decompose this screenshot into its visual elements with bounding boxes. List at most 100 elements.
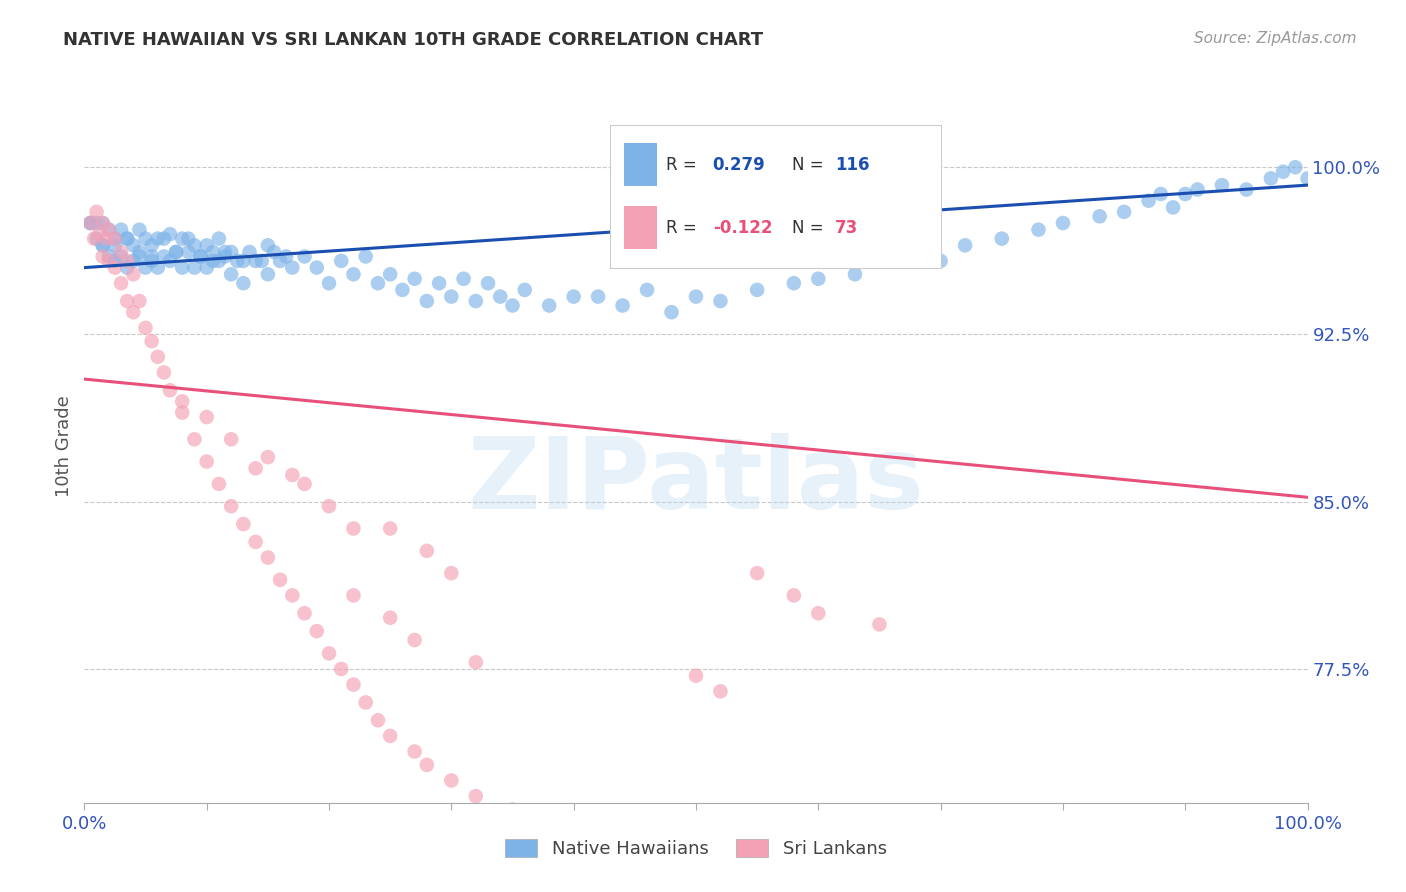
Point xyxy=(464,293,486,308)
Point xyxy=(115,260,138,275)
Point xyxy=(91,238,114,252)
Point xyxy=(905,244,928,259)
Point xyxy=(1114,204,1136,219)
Point xyxy=(807,271,830,285)
Point xyxy=(238,244,260,259)
Point xyxy=(367,713,389,727)
Point xyxy=(257,238,280,252)
Point xyxy=(1296,171,1319,186)
Point xyxy=(110,244,132,259)
Point xyxy=(122,305,145,319)
Point xyxy=(318,646,340,660)
Point xyxy=(294,249,316,263)
Point xyxy=(153,365,176,379)
Point xyxy=(257,450,280,464)
Point xyxy=(159,227,181,241)
Point xyxy=(1088,209,1111,223)
Point xyxy=(1161,200,1184,214)
Point xyxy=(404,744,426,758)
Point xyxy=(104,231,127,245)
Point xyxy=(245,253,267,268)
Text: Source: ZipAtlas.com: Source: ZipAtlas.com xyxy=(1194,31,1357,46)
Point xyxy=(165,244,187,259)
Point xyxy=(1187,182,1209,196)
Point xyxy=(281,467,304,482)
Point xyxy=(440,566,463,580)
Point xyxy=(219,432,242,446)
Point xyxy=(709,293,731,308)
Point xyxy=(87,227,110,241)
Point xyxy=(208,253,231,268)
Point xyxy=(165,244,187,259)
Point xyxy=(257,550,280,565)
Point xyxy=(305,260,328,275)
Point xyxy=(135,231,157,245)
Point xyxy=(219,267,242,281)
Point xyxy=(86,204,108,219)
Point xyxy=(183,432,205,446)
Point xyxy=(190,249,212,263)
Point xyxy=(122,238,145,252)
Legend: Native Hawaiians, Sri Lankans: Native Hawaiians, Sri Lankans xyxy=(505,838,887,858)
Point xyxy=(538,298,561,312)
Point xyxy=(91,249,114,263)
Point xyxy=(146,350,169,364)
Point xyxy=(115,293,138,308)
Point xyxy=(318,499,340,513)
Point xyxy=(97,222,120,236)
Point xyxy=(276,249,298,263)
Point xyxy=(91,216,114,230)
Point xyxy=(342,588,364,602)
Text: ZIPatlas: ZIPatlas xyxy=(468,434,924,530)
Point xyxy=(1052,216,1074,230)
Point xyxy=(342,677,364,691)
Point xyxy=(869,253,891,268)
Point xyxy=(183,260,205,275)
Point xyxy=(783,276,806,290)
Point xyxy=(86,231,108,245)
Point xyxy=(367,276,389,290)
Point xyxy=(122,267,145,281)
Point xyxy=(214,249,236,263)
Point xyxy=(110,222,132,236)
Point xyxy=(177,244,200,259)
Point xyxy=(747,566,769,580)
Point xyxy=(404,632,426,647)
Point xyxy=(318,276,340,290)
Point xyxy=(128,222,150,236)
Point xyxy=(330,253,353,268)
Point xyxy=(709,684,731,698)
Point xyxy=(477,276,499,290)
Point xyxy=(232,253,254,268)
Point xyxy=(201,253,224,268)
Point xyxy=(172,405,194,419)
Point xyxy=(661,305,683,319)
Point xyxy=(562,829,585,843)
Point xyxy=(172,260,194,275)
Point xyxy=(183,238,205,252)
Point xyxy=(342,267,364,281)
Point xyxy=(97,249,120,263)
Point xyxy=(294,476,316,491)
Point xyxy=(1260,171,1282,186)
Point xyxy=(330,662,353,676)
Point xyxy=(104,260,127,275)
Point xyxy=(141,249,163,263)
Point xyxy=(104,253,127,268)
Point xyxy=(354,695,377,709)
Point xyxy=(159,253,181,268)
Point xyxy=(115,253,138,268)
Point xyxy=(91,216,114,230)
Y-axis label: 10th Grade: 10th Grade xyxy=(55,395,73,497)
Point xyxy=(453,271,475,285)
Point xyxy=(685,668,707,682)
Point xyxy=(380,521,402,535)
Point xyxy=(1137,194,1160,208)
Point xyxy=(177,231,200,245)
Point xyxy=(416,293,439,308)
Point xyxy=(416,543,439,558)
Point xyxy=(115,231,138,245)
Point xyxy=(404,271,426,285)
Point xyxy=(1150,186,1173,201)
Point xyxy=(172,231,194,245)
